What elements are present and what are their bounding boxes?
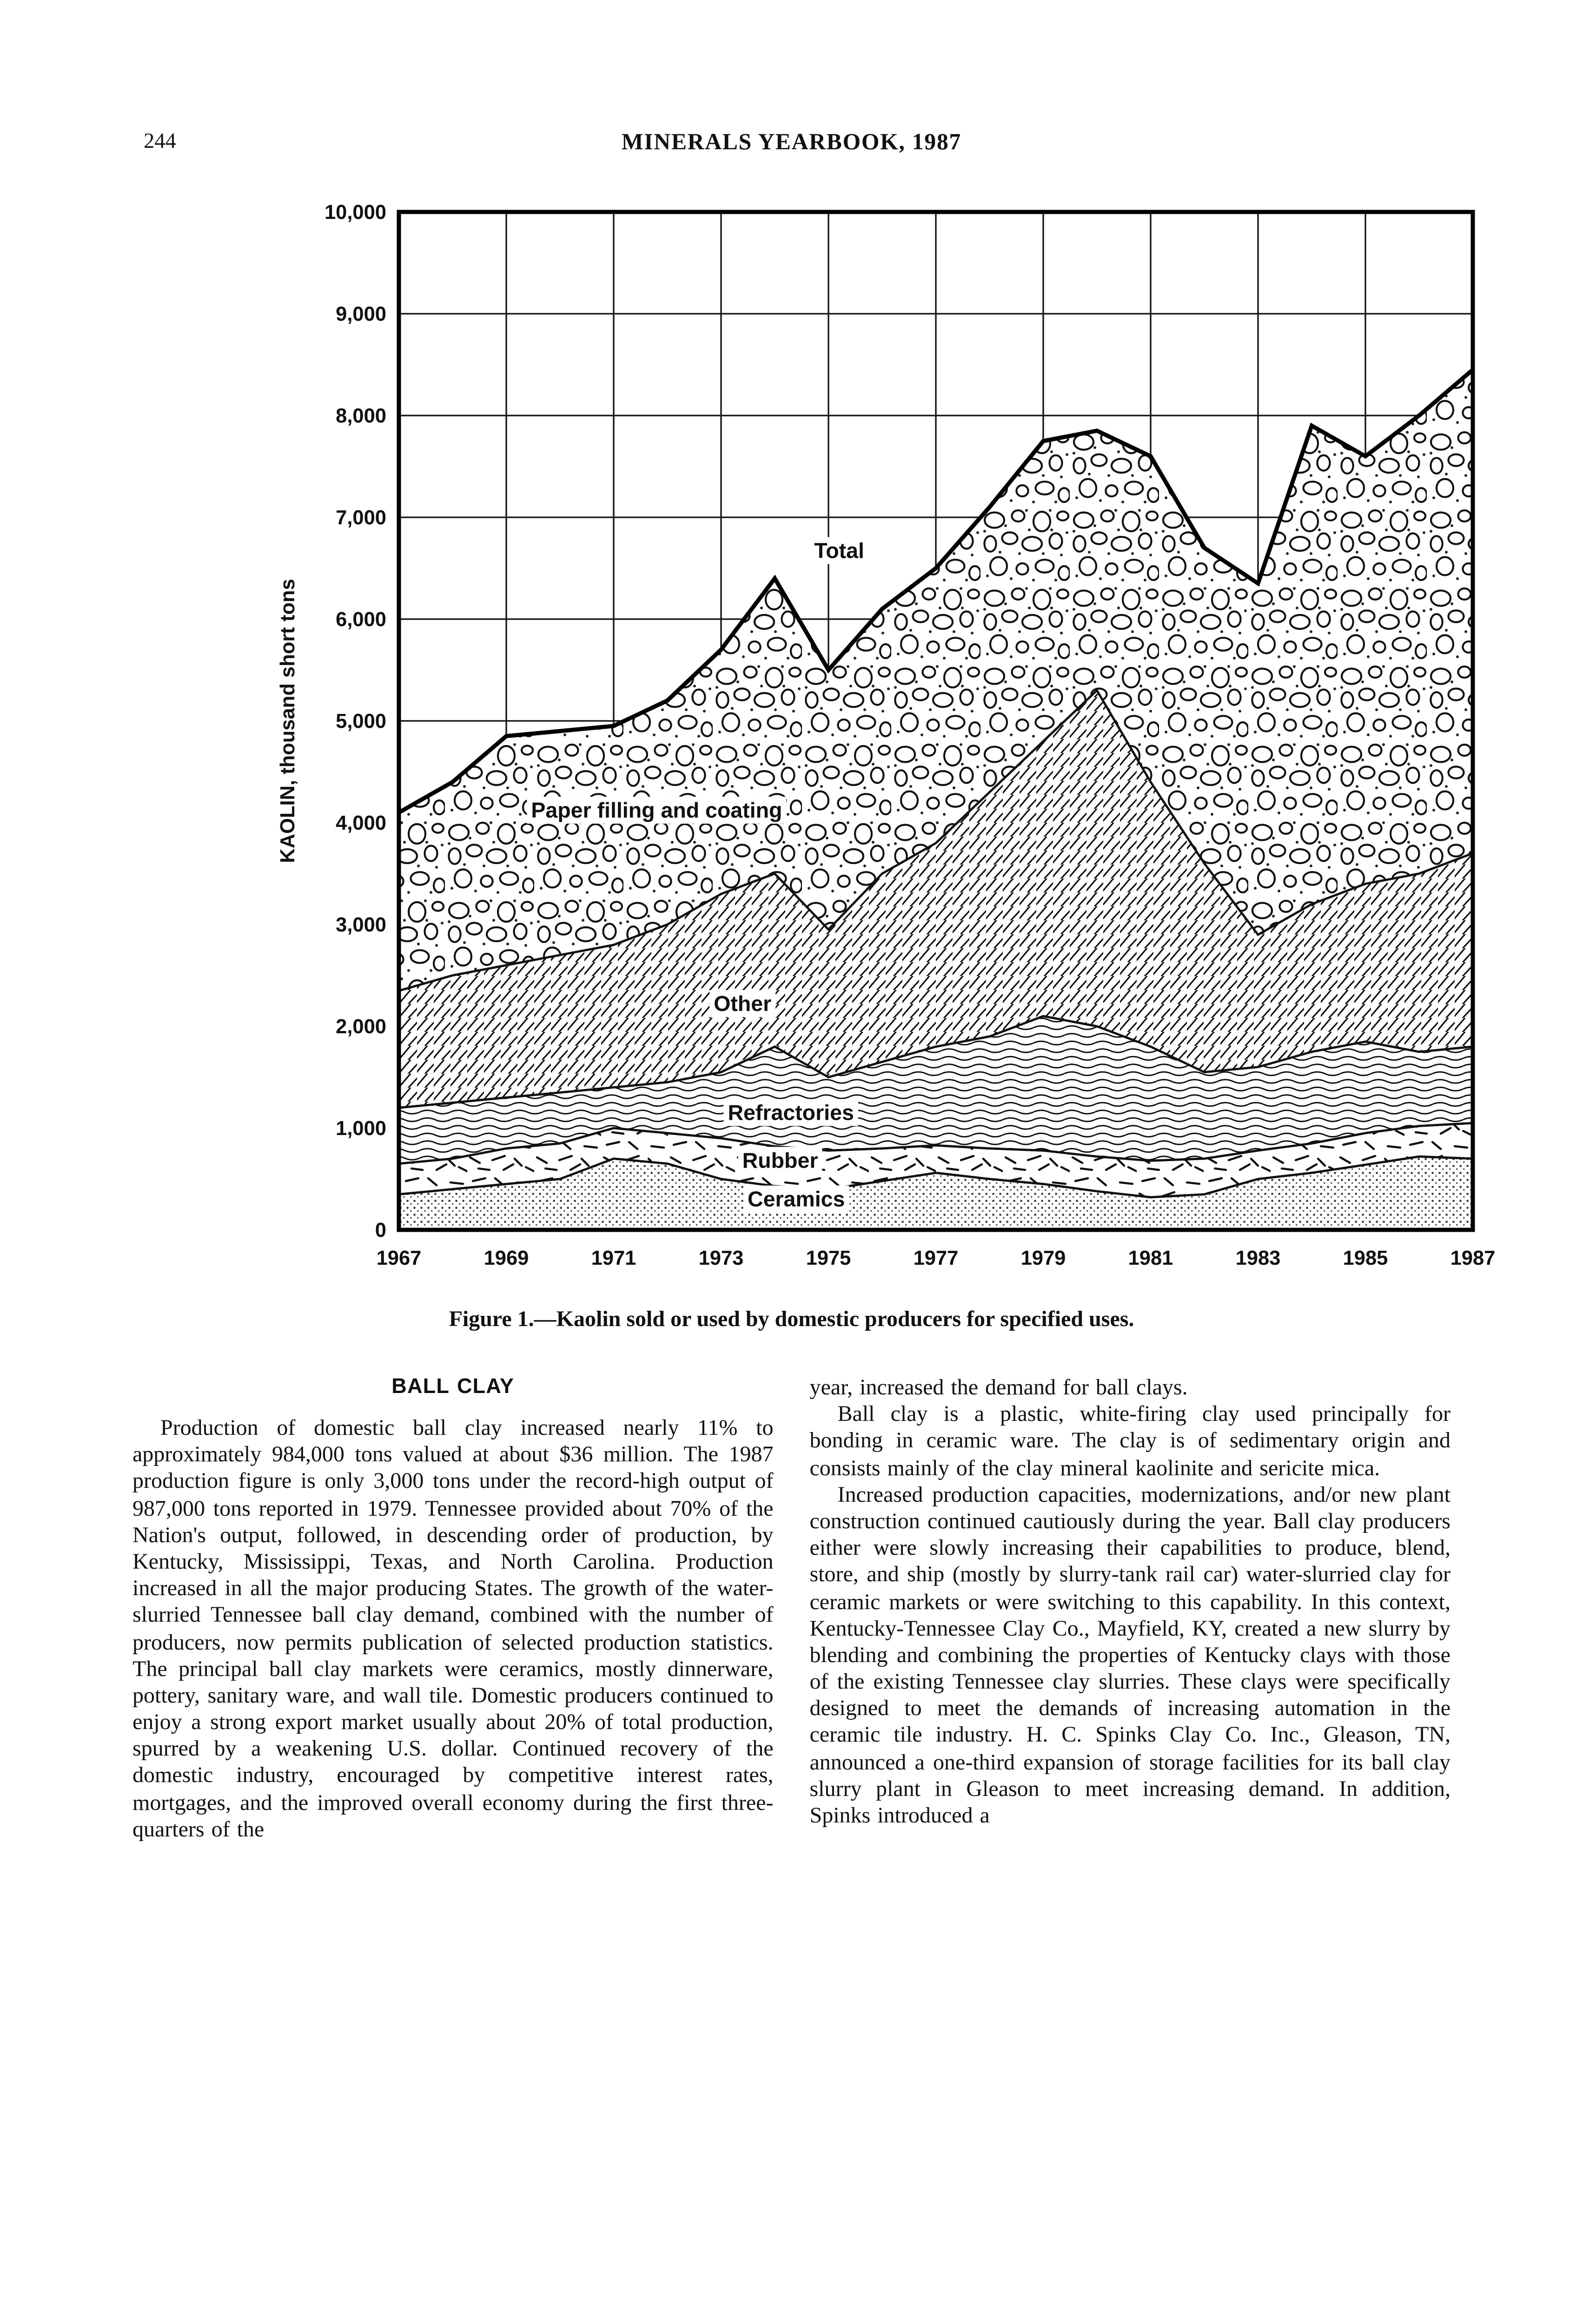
- svg-text:0: 0: [375, 1219, 386, 1241]
- svg-text:10,000: 10,000: [325, 201, 386, 224]
- svg-text:9,000: 9,000: [336, 303, 386, 325]
- svg-text:1985: 1985: [1343, 1247, 1388, 1269]
- body-paragraph: Production of domestic ball clay increas…: [132, 1417, 774, 1842]
- page-header: 244 MINERALS YEARBOOK, 1987: [132, 128, 1451, 159]
- svg-text:2,000: 2,000: [336, 1016, 386, 1038]
- kaolin-stacked-area-chart: 0 1,000 2,000 3,000 4,000 5,000 6,000 7,000 8,00…: [277, 201, 1496, 1269]
- figure-1: 0 1,000 2,000 3,000 4,000 5,000 6,000 7,000 8,00…: [132, 195, 1495, 1333]
- svg-text:7,000: 7,000: [336, 507, 386, 529]
- body-paragraph: year, increased the demand for ball clay…: [809, 1376, 1188, 1400]
- right-column: year, increased the demand for ball clay…: [810, 1375, 1451, 1843]
- article-body: BALL CLAY Production of domestic ball cl…: [132, 1375, 1451, 1843]
- svg-text:1983: 1983: [1236, 1247, 1281, 1269]
- svg-text:1969: 1969: [484, 1247, 529, 1269]
- svg-text:1,000: 1,000: [336, 1117, 386, 1140]
- svg-text:Ceramics: Ceramics: [748, 1187, 845, 1211]
- page-title: MINERALS YEARBOOK, 1987: [621, 128, 962, 155]
- svg-text:KAOLIN, thousand short tons: KAOLIN, thousand short tons: [277, 579, 299, 863]
- svg-text:1987: 1987: [1451, 1247, 1496, 1269]
- svg-text:6,000: 6,000: [336, 608, 386, 631]
- svg-text:5,000: 5,000: [336, 710, 386, 733]
- svg-text:Rubber: Rubber: [742, 1148, 818, 1172]
- svg-text:Paper filling and coating: Paper filling and coating: [531, 798, 782, 822]
- figure-caption: Figure 1.—Kaolin sold or used by domesti…: [449, 1308, 1134, 1332]
- svg-text:Refractories: Refractories: [728, 1100, 854, 1124]
- svg-text:3,000: 3,000: [336, 914, 386, 936]
- svg-text:1981: 1981: [1128, 1247, 1173, 1269]
- svg-text:1967: 1967: [377, 1247, 422, 1269]
- section-heading: BALL CLAY: [391, 1375, 515, 1399]
- body-paragraph: Increased production capacities, moderni…: [809, 1483, 1451, 1828]
- left-column: BALL CLAY Production of domestic ball cl…: [132, 1375, 774, 1843]
- svg-text:Other: Other: [714, 991, 771, 1016]
- body-paragraph: Ball clay is a plastic, white-firing cla…: [809, 1403, 1451, 1480]
- page-number: 244: [144, 130, 176, 153]
- svg-text:8,000: 8,000: [336, 405, 386, 427]
- svg-text:1979: 1979: [1021, 1247, 1066, 1269]
- svg-text:4,000: 4,000: [336, 812, 386, 834]
- svg-text:1973: 1973: [699, 1247, 744, 1269]
- svg-text:1971: 1971: [591, 1247, 636, 1269]
- svg-text:1975: 1975: [806, 1247, 851, 1269]
- svg-text:Total: Total: [814, 539, 864, 563]
- svg-text:1977: 1977: [914, 1247, 959, 1269]
